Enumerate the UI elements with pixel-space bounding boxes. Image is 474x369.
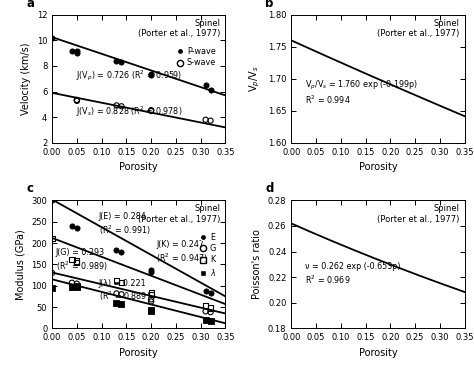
Text: V$_p$/V$_s$ = 1.760 exp (-0.199p)
R$^2$ = 0.994: V$_p$/V$_s$ = 1.760 exp (-0.199p) R$^2$ … [305, 79, 418, 106]
Point [113, 290, 120, 296]
Point [202, 308, 210, 314]
X-axis label: Porosity: Porosity [119, 348, 158, 358]
Point [147, 307, 155, 313]
Point [73, 48, 81, 54]
X-axis label: Porosity: Porosity [119, 162, 158, 172]
Point [113, 300, 120, 306]
Point [48, 35, 56, 41]
Point [147, 108, 155, 114]
Point [68, 284, 76, 290]
Point [68, 223, 76, 229]
Text: J(V$_p$) = 0.726 (R$^2$ = 0.959): J(V$_p$) = 0.726 (R$^2$ = 0.959) [76, 69, 182, 83]
Text: b: b [265, 0, 273, 10]
Point [73, 283, 81, 289]
Point [113, 103, 120, 108]
Text: Spinel
(Porter et al., 1977): Spinel (Porter et al., 1977) [138, 18, 220, 38]
X-axis label: Porosity: Porosity [358, 162, 397, 172]
Text: J(K) = 0.247
(R$^2$ = 0.947): J(K) = 0.247 (R$^2$ = 0.947) [156, 240, 208, 265]
Point [73, 97, 81, 103]
Text: a: a [26, 0, 34, 10]
Point [202, 317, 210, 323]
Point [48, 285, 56, 291]
Point [147, 296, 155, 302]
Point [73, 259, 81, 265]
Legend: P-wave, S-wave: P-wave, S-wave [177, 47, 216, 68]
Point [202, 117, 210, 123]
Point [207, 309, 214, 315]
Point [207, 87, 214, 93]
Y-axis label: V$_p$/V$_s$: V$_p$/V$_s$ [248, 65, 262, 92]
Y-axis label: Velocity (km/s): Velocity (km/s) [21, 42, 31, 115]
Text: J(G) = 0.293
(R$^2$ = 0.989): J(G) = 0.293 (R$^2$ = 0.989) [55, 248, 107, 273]
Text: ν = 0.262 exp (-0.653p)
R$^2$ = 0.969: ν = 0.262 exp (-0.653p) R$^2$ = 0.969 [305, 262, 401, 286]
Point [113, 247, 120, 253]
Point [68, 256, 76, 262]
Text: d: d [265, 182, 273, 195]
Y-axis label: Poisson's ratio: Poisson's ratio [252, 230, 262, 299]
Point [118, 249, 125, 255]
Point [113, 59, 120, 65]
Text: Spinel
(Porter et al., 1977): Spinel (Porter et al., 1977) [377, 18, 459, 38]
Point [68, 48, 76, 54]
Point [147, 308, 155, 314]
Point [118, 279, 125, 285]
Point [207, 318, 214, 324]
Point [118, 291, 125, 297]
Point [48, 270, 56, 276]
Text: J(E) = 0.284
(R$^2$ = 0.991): J(E) = 0.284 (R$^2$ = 0.991) [99, 212, 151, 237]
Point [118, 301, 125, 307]
Point [73, 258, 81, 264]
Point [118, 59, 125, 65]
Text: Spinel
(Porter et al., 1977): Spinel (Porter et al., 1977) [377, 204, 459, 224]
Point [147, 291, 155, 297]
Point [73, 97, 81, 103]
Point [73, 225, 81, 231]
Point [147, 269, 155, 275]
Point [147, 72, 155, 78]
Text: Spinel
(Porter et al., 1977): Spinel (Porter et al., 1977) [138, 204, 220, 224]
Legend: E, G, K, $\lambda$: E, G, K, $\lambda$ [200, 232, 216, 278]
Point [73, 281, 81, 287]
Point [68, 280, 76, 286]
Text: J(λ) = 0.221
(R$^2$ = 0.889): J(λ) = 0.221 (R$^2$ = 0.889) [99, 279, 150, 303]
X-axis label: Porosity: Porosity [358, 348, 397, 358]
Point [73, 284, 81, 290]
Point [73, 98, 81, 104]
Y-axis label: Modulus (GPa): Modulus (GPa) [16, 229, 26, 300]
Point [113, 277, 120, 283]
Point [207, 305, 214, 311]
Point [118, 103, 125, 109]
Point [207, 290, 214, 296]
Point [202, 303, 210, 309]
Point [48, 236, 56, 242]
Point [48, 197, 56, 203]
Point [147, 290, 155, 296]
Point [147, 107, 155, 113]
Point [207, 118, 214, 124]
Text: J(V$_s$) = 0.828 (R$^2$ = 0.978): J(V$_s$) = 0.828 (R$^2$ = 0.978) [76, 104, 183, 118]
Point [147, 71, 155, 77]
Point [202, 82, 210, 88]
Point [147, 299, 155, 304]
Text: c: c [26, 182, 33, 195]
Point [73, 50, 81, 56]
Point [147, 266, 155, 272]
Point [202, 288, 210, 294]
